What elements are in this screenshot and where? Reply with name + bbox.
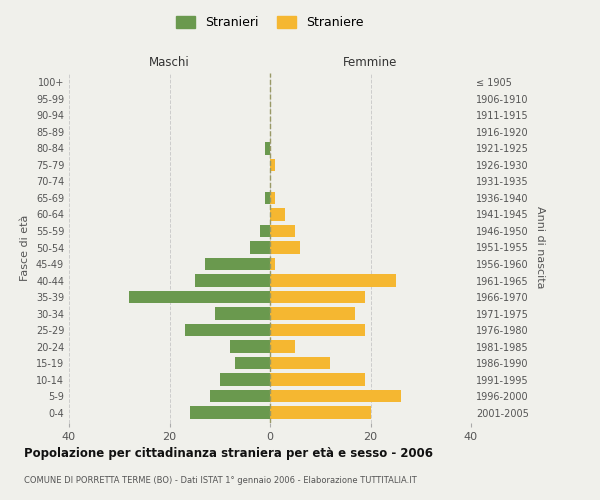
Bar xyxy=(270,159,275,171)
Bar xyxy=(270,324,365,336)
Bar xyxy=(185,324,270,336)
Bar xyxy=(215,308,270,320)
Text: Popolazione per cittadinanza straniera per età e sesso - 2006: Popolazione per cittadinanza straniera p… xyxy=(24,448,433,460)
Bar xyxy=(270,258,275,270)
Bar xyxy=(270,308,355,320)
Bar xyxy=(270,225,295,237)
Bar xyxy=(270,340,295,352)
Bar xyxy=(270,374,365,386)
Bar xyxy=(270,357,331,370)
Bar xyxy=(270,291,365,303)
Bar xyxy=(194,274,270,286)
Y-axis label: Anni di nascita: Anni di nascita xyxy=(535,206,545,288)
Text: Maschi: Maschi xyxy=(149,56,190,69)
Bar xyxy=(205,258,270,270)
Bar xyxy=(270,390,401,402)
Bar xyxy=(270,192,275,204)
Bar xyxy=(190,406,270,419)
Bar xyxy=(270,208,285,220)
Bar xyxy=(260,225,270,237)
Bar xyxy=(210,390,270,402)
Text: COMUNE DI PORRETTA TERME (BO) - Dati ISTAT 1° gennaio 2006 - Elaborazione TUTTIT: COMUNE DI PORRETTA TERME (BO) - Dati IST… xyxy=(24,476,417,485)
Bar xyxy=(265,192,270,204)
Bar xyxy=(230,340,270,352)
Bar xyxy=(265,142,270,154)
Y-axis label: Fasce di età: Fasce di età xyxy=(20,214,30,280)
Bar xyxy=(130,291,270,303)
Bar xyxy=(220,374,270,386)
Legend: Stranieri, Straniere: Stranieri, Straniere xyxy=(172,11,368,34)
Bar xyxy=(270,242,300,254)
Bar xyxy=(270,406,371,419)
Bar xyxy=(235,357,270,370)
Bar xyxy=(270,274,395,286)
Text: Femmine: Femmine xyxy=(343,56,398,69)
Bar xyxy=(250,242,270,254)
